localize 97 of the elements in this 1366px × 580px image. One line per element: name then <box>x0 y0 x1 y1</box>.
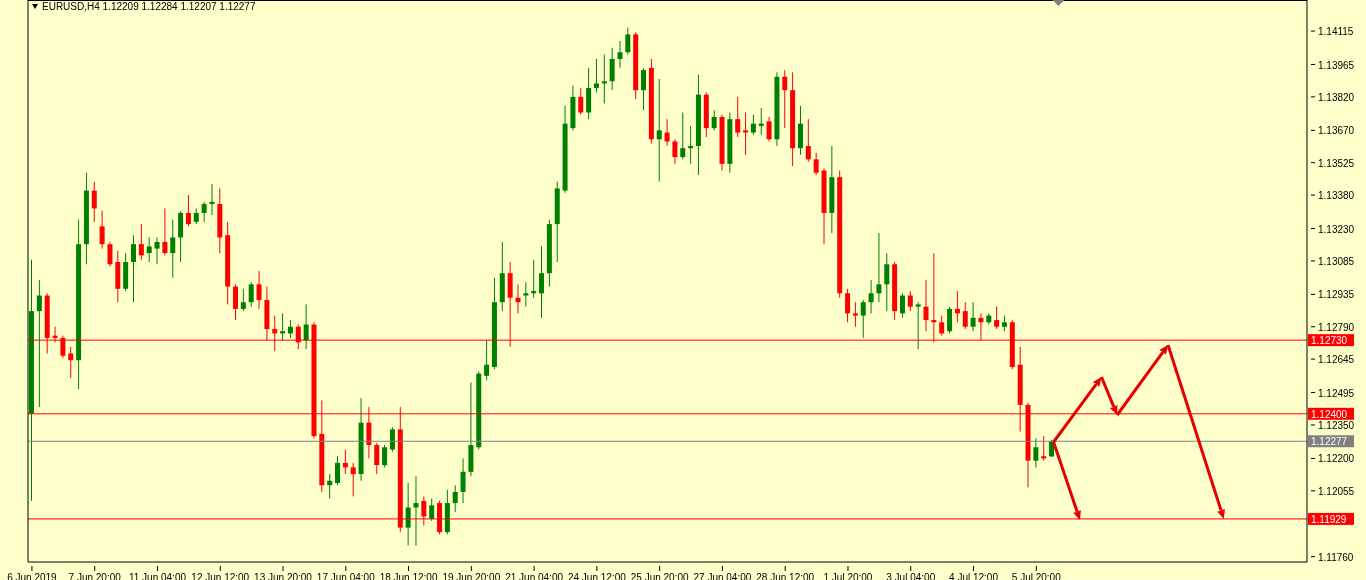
y-tick-label: 1.13820 <box>1318 91 1355 103</box>
candlestick <box>91 181 97 223</box>
ref-line-label: 1.12277 <box>1311 436 1348 448</box>
candlestick <box>131 234 137 303</box>
candlestick <box>915 301 921 350</box>
y-tick-label: 1.13230 <box>1318 223 1355 235</box>
candlestick <box>947 306 953 334</box>
candlestick <box>743 111 749 156</box>
candlestick <box>860 299 866 339</box>
candlestick <box>162 207 168 256</box>
candlestick <box>36 279 42 408</box>
candlestick <box>248 281 254 308</box>
y-tick-label: 1.12200 <box>1318 453 1355 465</box>
candlestick <box>766 116 772 142</box>
candlestick <box>1033 437 1039 468</box>
candlestick <box>201 201 207 223</box>
y-tick-label: 1.13085 <box>1318 255 1355 267</box>
candlestick <box>954 290 960 323</box>
y-tick-label: 1.13670 <box>1318 125 1355 137</box>
candlestick <box>240 288 246 312</box>
ref-line-label: 1.11929 <box>1311 513 1347 525</box>
chart-title: EURUSD,H4 1.12209 1.12284 1.12207 1.12277 <box>42 1 256 12</box>
candlestick <box>209 183 215 216</box>
candlestick <box>664 118 670 147</box>
candlestick <box>758 107 764 136</box>
candlestick <box>711 109 717 131</box>
candlestick <box>907 290 913 312</box>
candlestick <box>99 210 105 250</box>
ref-line-label: 1.12400 <box>1311 408 1348 420</box>
candlestick <box>735 96 741 138</box>
candlestick <box>884 252 890 312</box>
candlestick <box>523 281 529 308</box>
candlestick <box>280 312 286 341</box>
candlestick <box>939 315 945 337</box>
candlestick <box>641 67 647 111</box>
candlestick <box>531 259 537 299</box>
candlestick <box>1041 435 1047 462</box>
candlestick <box>852 301 858 328</box>
candlestick <box>350 462 356 497</box>
candlestick <box>539 245 545 319</box>
candlestick <box>994 306 1000 330</box>
candlestick <box>107 241 113 267</box>
candlestick <box>327 473 333 500</box>
candlestick <box>335 455 341 486</box>
candlestick <box>813 152 819 176</box>
y-tick-label: 1.12935 <box>1318 289 1355 301</box>
candlestick <box>154 236 160 265</box>
candlestick <box>680 111 686 160</box>
candlestick <box>617 40 623 69</box>
candlestick <box>138 223 144 261</box>
y-tick-label: 1.11760 <box>1318 551 1354 563</box>
y-tick-label: 1.12790 <box>1318 321 1355 333</box>
candlestick <box>625 27 631 55</box>
candlestick <box>899 292 905 319</box>
candlestick <box>578 87 584 116</box>
candlestick <box>515 283 521 314</box>
candlestick <box>593 58 599 93</box>
candlestick <box>672 138 678 165</box>
candlestick <box>185 194 191 227</box>
candlestick <box>970 301 976 332</box>
candlestick <box>845 288 851 323</box>
candlestick <box>601 53 607 105</box>
candlestick <box>923 279 929 332</box>
candlestick <box>750 114 756 136</box>
y-tick-label: 1.13965 <box>1318 59 1355 71</box>
candlestick <box>782 69 788 129</box>
candlestick <box>374 442 380 475</box>
y-tick-label: 1.14115 <box>1318 26 1354 38</box>
candlestick <box>68 346 74 379</box>
y-tick-label: 1.13380 <box>1318 190 1355 202</box>
candlestick <box>233 283 239 321</box>
candlestick <box>962 301 968 330</box>
candlestick <box>170 219 176 279</box>
ref-line-label: 1.12730 <box>1311 335 1348 347</box>
candlestick <box>609 47 615 91</box>
candlestick <box>256 270 262 310</box>
y-tick-label: 1.13525 <box>1318 157 1355 169</box>
y-tick-label: 1.12645 <box>1318 354 1355 366</box>
candlestick <box>303 303 309 350</box>
candlestick <box>876 232 882 303</box>
candlestick <box>452 484 458 513</box>
candlestick <box>405 482 411 546</box>
candlestick <box>484 339 490 381</box>
candlestick <box>429 498 435 522</box>
candlestick <box>382 444 388 468</box>
candlestick <box>868 279 874 314</box>
candlestick <box>389 426 395 453</box>
candlestick <box>342 449 348 475</box>
candlestick <box>413 475 419 546</box>
candlestick <box>688 125 694 165</box>
y-tick-label: 1.12350 <box>1318 419 1355 431</box>
y-tick-label: 1.12495 <box>1318 387 1355 399</box>
candlestick <box>805 118 811 163</box>
candlestick <box>146 236 152 263</box>
candlestick <box>656 78 662 183</box>
y-tick-label: 1.12055 <box>1318 485 1355 497</box>
candlestick <box>460 457 466 504</box>
